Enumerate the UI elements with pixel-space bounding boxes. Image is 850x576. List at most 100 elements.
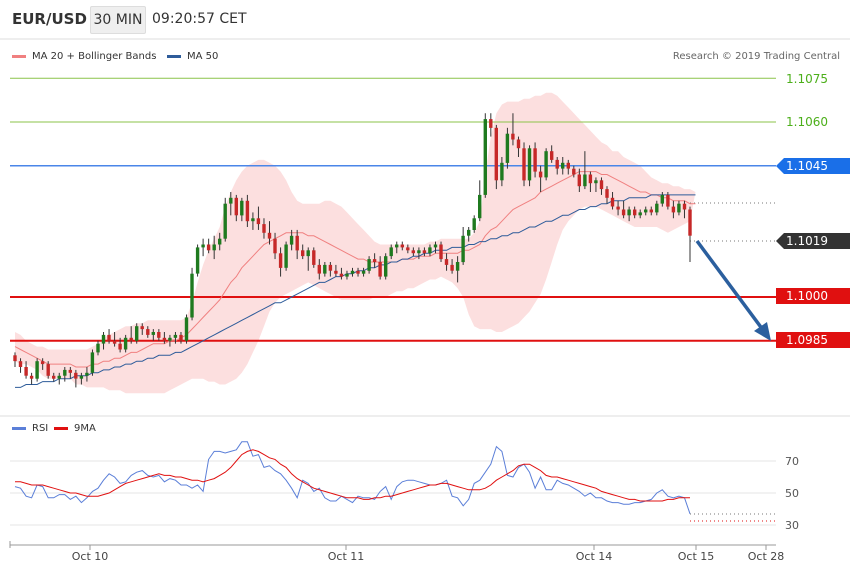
timeframe-button[interactable]: 30 MIN: [90, 6, 146, 34]
candle-body: [544, 151, 548, 178]
candle-body: [644, 209, 648, 213]
candle-body: [350, 270, 355, 274]
candle-body: [301, 250, 305, 257]
chart-header: EUR/USD 30 MIN 09:20:57 CET: [0, 0, 850, 38]
candle-body: [40, 361, 45, 365]
candle-body: [356, 270, 360, 274]
legend-ma20-bb: MA 20 + Bollinger Bands: [12, 51, 156, 62]
candle-body: [478, 194, 482, 219]
candle-body: [190, 273, 194, 318]
candle-body: [107, 334, 111, 341]
candle-body: [455, 262, 460, 271]
legend-rsi: RSI: [12, 423, 48, 434]
candle-body: [328, 264, 333, 271]
candle-body: [63, 369, 67, 376]
legend-9ma-swatch: [54, 426, 68, 430]
candle-body: [417, 250, 421, 254]
candle-body: [312, 250, 316, 265]
candle-body: [649, 209, 653, 213]
x-label-oct15: Oct 15: [678, 550, 715, 563]
candle-body: [245, 200, 250, 222]
candle-body: [278, 253, 283, 268]
candle-body: [500, 162, 504, 181]
rsi-line: [14, 441, 691, 514]
candle-body: [234, 197, 238, 216]
candle-body: [267, 232, 272, 239]
candle-body: [428, 247, 432, 254]
candle-body: [85, 372, 89, 376]
candle-body: [57, 375, 61, 379]
x-label-oct14: Oct 14: [576, 550, 613, 563]
candle-body: [123, 337, 128, 350]
candle-body: [588, 174, 593, 184]
legend-ma50-swatch: [167, 54, 181, 58]
candle-body: [655, 203, 659, 213]
level-label-1060: 1.1060: [786, 115, 828, 129]
candle-body: [511, 133, 515, 140]
candle-body: [146, 329, 150, 335]
candle-body: [184, 317, 189, 341]
candle-body: [439, 244, 443, 260]
rsi-tick-label: 70: [785, 455, 799, 468]
candle-body: [306, 250, 310, 257]
candle-body: [527, 148, 532, 181]
candle-body: [295, 235, 299, 251]
candle-body: [289, 235, 294, 245]
candle-body: [450, 264, 454, 271]
candle-body: [505, 133, 510, 163]
candle-body: [621, 209, 626, 216]
candle-body: [688, 209, 692, 236]
candle-body: [162, 337, 167, 341]
candle-body: [610, 197, 615, 207]
candle-body: [555, 159, 559, 169]
level-tag-1045-text: 1.1045: [786, 159, 828, 173]
candle-body: [29, 375, 34, 379]
candle-body: [129, 337, 133, 341]
candle-body: [90, 352, 95, 373]
candle-body: [112, 340, 117, 344]
candle-body: [52, 375, 56, 379]
candle-body: [671, 206, 676, 213]
candle-body: [395, 244, 399, 248]
forecast-arrow-head: [754, 322, 771, 341]
candle-body: [444, 259, 449, 265]
candle-body: [572, 168, 576, 175]
candle-body: [96, 343, 100, 353]
x-label-oct28: Oct 28: [748, 550, 785, 563]
candle-body: [195, 247, 200, 274]
candle-body: [389, 247, 393, 257]
candle-body: [345, 273, 349, 277]
candle-body: [533, 148, 537, 172]
instrument-name: EUR/USD: [12, 10, 87, 28]
current-price-tag: 1.1019: [776, 233, 850, 249]
candle-body: [256, 218, 261, 225]
candle-body: [660, 194, 664, 204]
candle-body: [262, 224, 266, 233]
candle-body: [633, 209, 637, 216]
legend-ma50-label: MA 50: [187, 51, 219, 62]
candle-body: [538, 171, 543, 178]
legend-rsi-swatch: [12, 426, 26, 430]
candle-body: [101, 334, 106, 344]
candle-body: [361, 270, 366, 274]
rsi-tick-label: 50: [785, 487, 799, 500]
level-tag-0985-text: 1.0985: [786, 333, 828, 347]
candle-body: [317, 264, 321, 274]
legend-9ma: 9MA: [54, 423, 96, 434]
candle-body: [323, 264, 327, 274]
candle-body: [206, 244, 211, 251]
legend-ma50: MA 50: [167, 51, 218, 62]
candle-body: [433, 244, 438, 248]
candle-body: [334, 270, 338, 274]
candle-body: [566, 162, 570, 169]
candle-body: [157, 332, 161, 338]
candle-body: [605, 189, 609, 198]
candle-body: [489, 119, 493, 128]
candle-body: [638, 212, 642, 216]
legend-ma20-swatch: [12, 54, 26, 58]
candle-body: [467, 229, 471, 236]
forecast-arrow: [695, 239, 765, 332]
candle-body: [229, 197, 233, 204]
candle-body: [461, 235, 465, 263]
legend-9ma-label: 9MA: [74, 423, 96, 434]
